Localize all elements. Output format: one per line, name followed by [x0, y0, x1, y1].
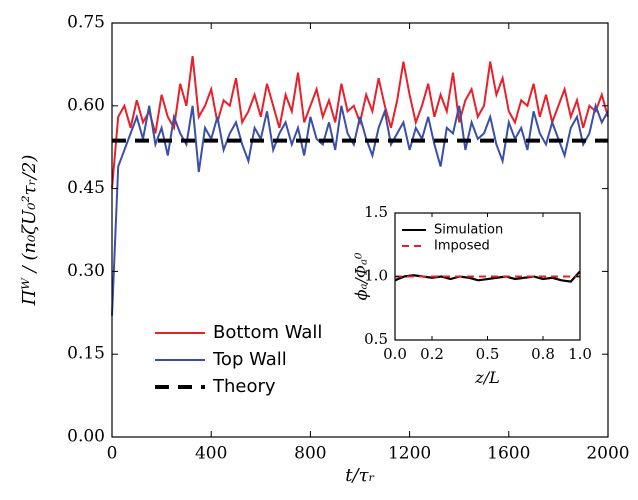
y-axis-label: ϕₐ/Φₐ⁰ — [352, 252, 371, 300]
x-tick-label: 0 — [107, 444, 118, 464]
legend-label: Imposed — [434, 239, 490, 254]
x-tick-label: 0.8 — [531, 345, 555, 363]
x-tick-label: 800 — [294, 444, 326, 464]
y-tick-label: 0.75 — [67, 13, 105, 33]
legend-label: Simulation — [434, 223, 503, 238]
x-tick-label: 2000 — [586, 444, 629, 464]
x-tick-label: 0.0 — [383, 345, 407, 363]
y-axis-label: Πᵂ / (n₀ζU₀²τᵣ/2) — [19, 155, 40, 307]
y-tick-label: 0.00 — [67, 427, 105, 447]
legend-label: Bottom Wall — [213, 322, 322, 343]
y-tick-label: 0.15 — [67, 344, 105, 364]
y-tick-label: 1.5 — [364, 203, 388, 221]
legend-label: Theory — [212, 376, 276, 397]
x-tick-label: 400 — [195, 444, 227, 464]
x-tick-label: 1.0 — [568, 345, 592, 363]
legend-label: Top Wall — [212, 349, 287, 370]
x-tick-label: 1200 — [388, 444, 431, 464]
y-tick-label: 0.30 — [67, 261, 105, 281]
x-axis-label: z/L — [474, 368, 499, 387]
series-line — [111, 102, 609, 316]
x-axis-label: t/τᵣ — [345, 465, 375, 486]
x-tick-label: 0.5 — [476, 345, 500, 363]
x-tick-label: 1600 — [487, 444, 530, 464]
y-tick-label: 0.5 — [364, 330, 388, 348]
y-tick-label: 1.0 — [364, 267, 388, 285]
series-line — [111, 55, 609, 189]
plot-frame — [111, 22, 609, 438]
y-tick-label: 0.45 — [67, 178, 105, 198]
x-tick-label: 0.2 — [420, 345, 444, 363]
y-tick-label: 0.60 — [67, 95, 105, 115]
